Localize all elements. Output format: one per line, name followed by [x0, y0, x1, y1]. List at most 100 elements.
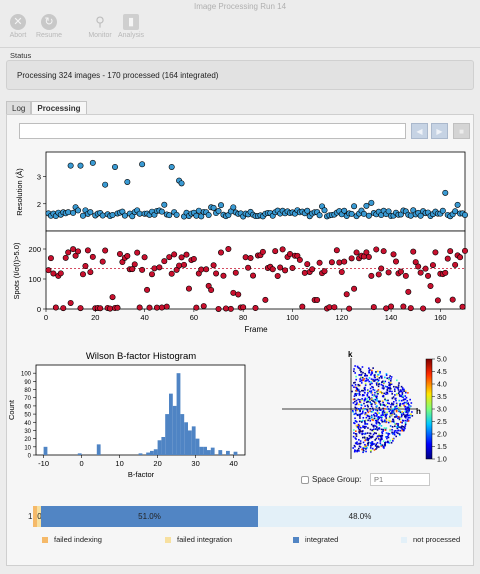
spots-point [343, 291, 350, 298]
reciprocal-point [369, 369, 371, 371]
resume-button[interactable]: ↻ Resume [35, 14, 63, 39]
reciprocal-point [368, 371, 370, 374]
spots-point [242, 254, 249, 261]
reciprocal-point [402, 402, 405, 405]
spots-point [415, 263, 422, 270]
reciprocal-point [389, 390, 391, 392]
reciprocal-point [359, 446, 362, 448]
reciprocal-point [356, 388, 359, 391]
reciprocal-point [404, 398, 407, 401]
space-group-input[interactable] [370, 473, 430, 486]
reciprocal-point [404, 408, 407, 411]
reciprocal-point [374, 428, 377, 430]
reciprocal-point [374, 371, 377, 374]
reciprocal-point [363, 425, 366, 428]
reciprocal-point [359, 426, 362, 429]
reciprocal-point [375, 432, 377, 435]
reciprocal-point [370, 374, 372, 376]
spots-point [417, 269, 424, 276]
histogram-bar [176, 373, 181, 455]
reciprocal-point [383, 411, 386, 414]
reciprocal-point [378, 421, 380, 424]
reciprocal-point [370, 443, 373, 446]
reciprocal-point [374, 391, 376, 394]
resolution-point [109, 212, 116, 219]
reciprocal-point [374, 439, 377, 441]
reciprocal-point [385, 421, 388, 424]
next-button[interactable]: ▶ [431, 123, 448, 139]
reciprocal-point [395, 399, 397, 402]
reciprocal-point [398, 407, 400, 409]
reciprocal-point [358, 430, 361, 432]
reciprocal-point [378, 424, 381, 427]
spots-point [185, 285, 192, 292]
spots-point [282, 267, 289, 274]
search-input[interactable] [19, 123, 406, 139]
reciprocal-point [368, 399, 371, 401]
analysis-button[interactable]: ▮ Analysis [117, 14, 145, 39]
reciprocal-point [385, 391, 388, 394]
reciprocal-point [400, 395, 402, 397]
reciprocal-point [393, 388, 396, 390]
reciprocal-point [388, 384, 391, 386]
reciprocal-point [386, 437, 388, 440]
reciprocal-point [403, 426, 406, 429]
spots-point [124, 253, 131, 260]
histogram-y-tick-label: 100 [21, 372, 32, 378]
reciprocal-point [371, 403, 373, 405]
reciprocal-point [368, 437, 371, 440]
resolution-point [136, 210, 143, 217]
reciprocal-point [395, 410, 398, 413]
reciprocal-point [378, 417, 380, 420]
reciprocal-point [408, 414, 410, 417]
reciprocal-point [358, 403, 360, 406]
reciprocal-point [381, 420, 384, 423]
reciprocal-point [359, 414, 361, 416]
reciprocal-point [380, 414, 383, 417]
reciprocal-point [358, 450, 360, 452]
reciprocal-point [363, 398, 366, 401]
frame-tick-label: 100 [286, 313, 299, 322]
reciprocal-point [406, 413, 408, 416]
reciprocal-point [401, 411, 404, 413]
reciprocal-point [367, 419, 369, 422]
reciprocal-point [367, 379, 369, 381]
spots-point [365, 253, 372, 260]
reciprocal-point [380, 438, 382, 440]
reciprocal-point [363, 399, 366, 402]
tab-processing[interactable]: Processing [31, 101, 87, 115]
reciprocal-point [399, 402, 401, 405]
abort-button[interactable]: ✕ Abort [4, 14, 32, 39]
reciprocal-point [376, 382, 379, 384]
spots-point [131, 261, 138, 268]
monitor-button[interactable]: ⚲ Monitor [86, 14, 114, 39]
resolution-point [341, 207, 348, 214]
reciprocal-point [381, 434, 383, 437]
reciprocal-point [361, 376, 364, 379]
reciprocal-point [368, 377, 371, 379]
spots-point [338, 269, 345, 276]
reciprocal-point [396, 409, 399, 411]
spots-point [299, 303, 306, 310]
reciprocal-point [367, 444, 369, 447]
histogram-frame [35, 364, 246, 456]
reciprocal-point [375, 371, 377, 373]
reciprocal-point [404, 395, 407, 397]
previous-button[interactable]: ◀ [411, 123, 428, 139]
space-group-checkbox[interactable] [301, 476, 309, 484]
resolution-point [365, 212, 372, 219]
reciprocal-point [392, 396, 395, 398]
reciprocal-point [397, 426, 400, 429]
stop-search-button[interactable]: ■ [453, 123, 470, 139]
reciprocal-point [385, 427, 388, 429]
reciprocal-point [362, 449, 365, 452]
reciprocal-point [379, 370, 381, 373]
reciprocal-point [391, 420, 394, 423]
reciprocal-point [403, 398, 405, 401]
tab-log[interactable]: Log [6, 101, 32, 115]
reciprocal-point [376, 390, 379, 393]
reciprocal-point [377, 373, 380, 376]
reciprocal-point [362, 371, 364, 374]
reciprocal-point [365, 378, 368, 380]
histogram-x-tick-label: 20 [153, 459, 161, 468]
